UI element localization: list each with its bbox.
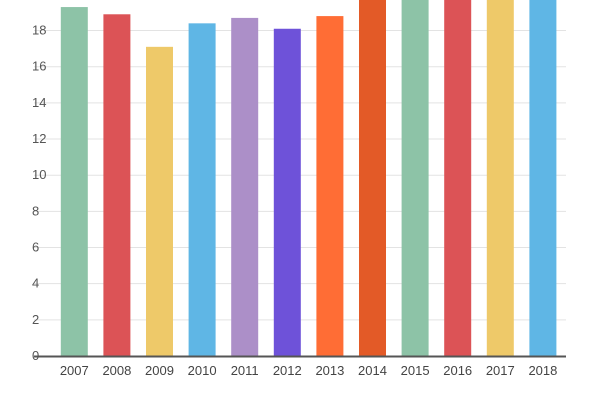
- y-tick-label: 12: [32, 131, 46, 146]
- bar-2016: [444, 0, 472, 356]
- bar-2010: [188, 23, 216, 356]
- x-tick-label: 2011: [231, 363, 259, 378]
- y-tick-label: 6: [32, 240, 39, 255]
- x-tick-label: 2014: [358, 363, 387, 378]
- bar-2007: [60, 7, 88, 357]
- y-tick-label: 2: [32, 312, 39, 327]
- x-axis-ticks: 2007 2008 2009 2010 2011 2012 2013 2014 2015 2016…: [60, 363, 558, 378]
- bar-2015: [401, 0, 429, 356]
- bar-2013: [316, 16, 344, 356]
- bar-2011: [231, 17, 259, 357]
- y-tick-label: 8: [32, 203, 39, 218]
- bar-2012: [273, 28, 301, 356]
- bar-2018: [529, 0, 557, 356]
- x-tick-label: 2013: [315, 363, 344, 378]
- y-tick-label: 10: [32, 167, 46, 182]
- y-tick-label: 14: [32, 95, 46, 110]
- x-tick-label: 2016: [443, 363, 472, 378]
- x-tick-label: 2015: [401, 363, 430, 378]
- bar-2017: [486, 0, 514, 356]
- x-tick-label: 2017: [486, 363, 515, 378]
- x-tick-label: 2012: [273, 363, 302, 378]
- x-tick-label: 2010: [188, 363, 217, 378]
- y-tick-label: 18: [32, 23, 46, 38]
- y-axis-ticks: 024681012141618: [32, 23, 46, 363]
- y-tick-label: 16: [32, 59, 46, 74]
- bars: [60, 0, 557, 357]
- x-tick-label: 2008: [102, 363, 131, 378]
- y-tick-label: 4: [32, 276, 39, 291]
- bar-2008: [103, 14, 131, 357]
- bar-2009: [146, 46, 173, 356]
- bar-2014: [359, 0, 386, 356]
- x-tick-label: 2007: [60, 363, 89, 378]
- x-tick-label: 2009: [145, 363, 174, 378]
- x-tick-label: 2018: [528, 363, 557, 378]
